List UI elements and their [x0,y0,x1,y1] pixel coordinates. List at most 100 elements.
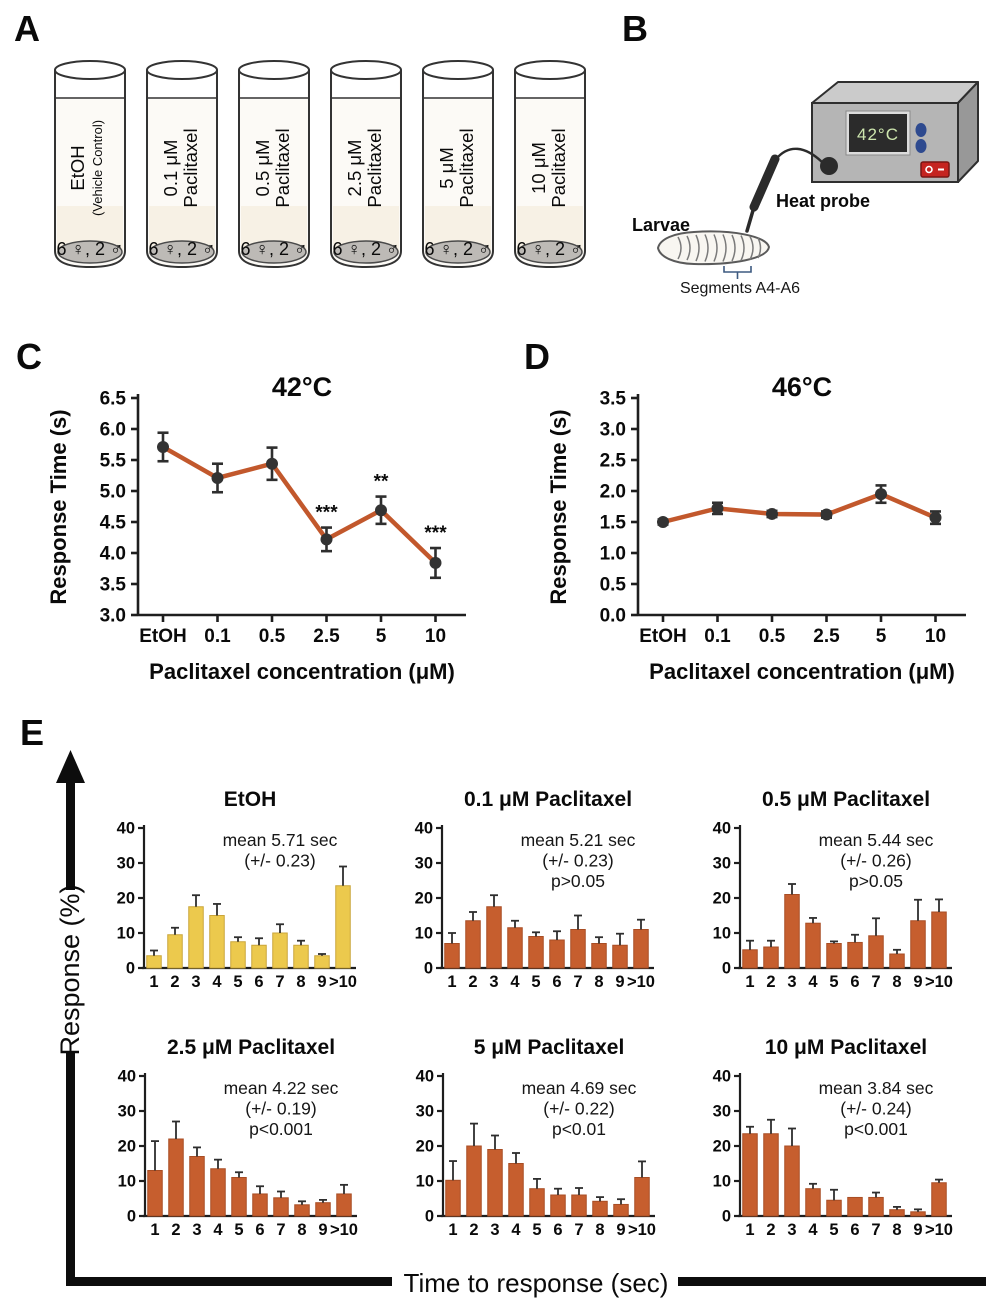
panel-e-axes: Response (%) Time to response (sec) [55,750,986,1298]
vial-count: 6 ♀, 2 ♂ [56,239,123,259]
svg-text:0.5: 0.5 [759,626,786,647]
bar [889,1209,905,1217]
vial-label: 10 μM Paclitaxel [528,128,569,207]
bar [847,941,863,969]
x-axis-label: Paclitaxel concentration (μM) [649,659,955,684]
bar [272,932,288,969]
svg-text:0.5 μM: 0.5 μM [252,140,273,197]
vial-count: 6 ♀, 2 ♂ [516,239,583,259]
svg-text:2: 2 [469,1221,478,1239]
bar [210,1168,226,1217]
svg-text:0: 0 [722,960,731,978]
vial: 5 μM Paclitaxel 6 ♀, 2 ♂ [422,60,494,269]
vial-count: 6 ♀, 2 ♂ [332,239,399,259]
hist-title: 2.5 μM Paclitaxel [167,1036,335,1059]
svg-text:1: 1 [745,1221,754,1239]
bar [633,929,649,969]
data-point [429,556,442,569]
svg-text:2.5: 2.5 [813,626,840,647]
chart-title: 46°C [772,372,832,402]
panel-a-label: A [14,8,40,49]
svg-text:9: 9 [913,1221,922,1239]
hist-annotation: (+/- 0.23) [244,851,316,871]
svg-text:10: 10 [713,925,731,943]
hist-0p1um: 0.1 μM Paclitaxel mean 5.21 sec (+/- 0.23)… [400,782,672,1017]
svg-text:40: 40 [713,820,731,838]
svg-text:2: 2 [170,973,179,991]
svg-text:4: 4 [212,973,222,991]
vial: 2.5 μM Paclitaxel 6 ♀, 2 ♂ [330,60,402,269]
bar [570,929,586,969]
bar [335,885,351,969]
svg-text:Paclitaxel: Paclitaxel [272,128,293,207]
svg-text:Paclitaxel: Paclitaxel [180,128,201,207]
bar [784,1145,800,1217]
svg-text:0: 0 [127,1208,136,1226]
vial: 0.1 μM Paclitaxel 6 ♀, 2 ♂ [146,60,218,269]
y-axis-label: Response Time (s) [546,409,571,604]
bar [613,1203,629,1217]
y-axis-shaft-lower [66,1052,75,1286]
bar [592,1200,608,1217]
svg-text:>10: >10 [329,973,357,991]
svg-text:3: 3 [490,1221,499,1239]
hist-annotation: (+/- 0.24) [840,1099,912,1119]
svg-text:4: 4 [808,1221,818,1239]
svg-text:3: 3 [489,973,498,991]
power-switch-icon[interactable] [920,161,950,178]
segments-label: Segments A4-A6 [680,280,800,297]
svg-text:0.5: 0.5 [259,626,286,647]
bar [445,1179,461,1217]
svg-text:0: 0 [424,960,433,978]
bar [230,941,246,969]
svg-text:3.0: 3.0 [600,420,626,441]
data-point [157,440,169,453]
bar [293,944,309,969]
vial-count: 6 ♀, 2 ♂ [424,239,491,259]
svg-text:>10: >10 [925,973,953,991]
svg-text:5.5: 5.5 [100,451,127,472]
vial-bottom [517,240,583,264]
svg-text:3: 3 [787,973,796,991]
svg-text:30: 30 [713,1103,731,1121]
bar [444,943,460,969]
svg-text:10: 10 [117,925,135,943]
svg-text:2.5: 2.5 [600,451,627,472]
svg-text:Paclitaxel: Paclitaxel [364,128,385,207]
vial-count: 6 ♀, 2 ♂ [148,239,215,259]
temp-down-button[interactable] [915,139,927,153]
data-point [766,507,778,520]
svg-text:20: 20 [416,1138,434,1156]
bar [826,943,842,969]
line-chart-c42: 42°C Response Time (s) Paclitaxel concentr… [46,372,466,684]
svg-text:5: 5 [532,1221,541,1239]
svg-text:6.5: 6.5 [100,389,127,410]
hist-annotation: mean 4.69 sec [522,1078,637,1098]
vial-bottom [333,240,399,264]
vial-count: 6 ♀, 2 ♂ [240,239,307,259]
svg-text:5 μM: 5 μM [436,147,457,189]
svg-text:5: 5 [233,973,242,991]
bar [251,944,267,969]
svg-text:0.0: 0.0 [600,606,626,627]
heat-probe-apparatus: 42°C Heat probe [632,81,979,297]
chart-title: 42°C [272,372,332,402]
vial-bottom [425,240,491,264]
bar [549,939,565,969]
hist-annotation: mean 5.44 sec [819,830,934,850]
svg-text:6: 6 [552,973,561,991]
svg-text:>10: >10 [330,1221,358,1239]
temp-up-button[interactable] [915,123,927,137]
svg-text:4.0: 4.0 [100,544,126,565]
svg-text:30: 30 [118,1103,136,1121]
hist-2p5um: 2.5 μM Paclitaxel mean 4.22 sec (+/- 0.19)… [103,1030,375,1265]
bar [252,1193,268,1217]
hist-annotation: (+/- 0.26) [840,851,912,871]
bar [466,1145,482,1217]
larvae-label: Larvae [632,215,690,235]
svg-text:4: 4 [511,1221,521,1239]
svg-text:7: 7 [573,973,582,991]
bar-chart-e4: 2.5 μM Paclitaxel mean 4.22 sec(+/- 0.19)… [118,1036,358,1239]
vial-rim [238,60,310,80]
bar [168,1138,184,1217]
